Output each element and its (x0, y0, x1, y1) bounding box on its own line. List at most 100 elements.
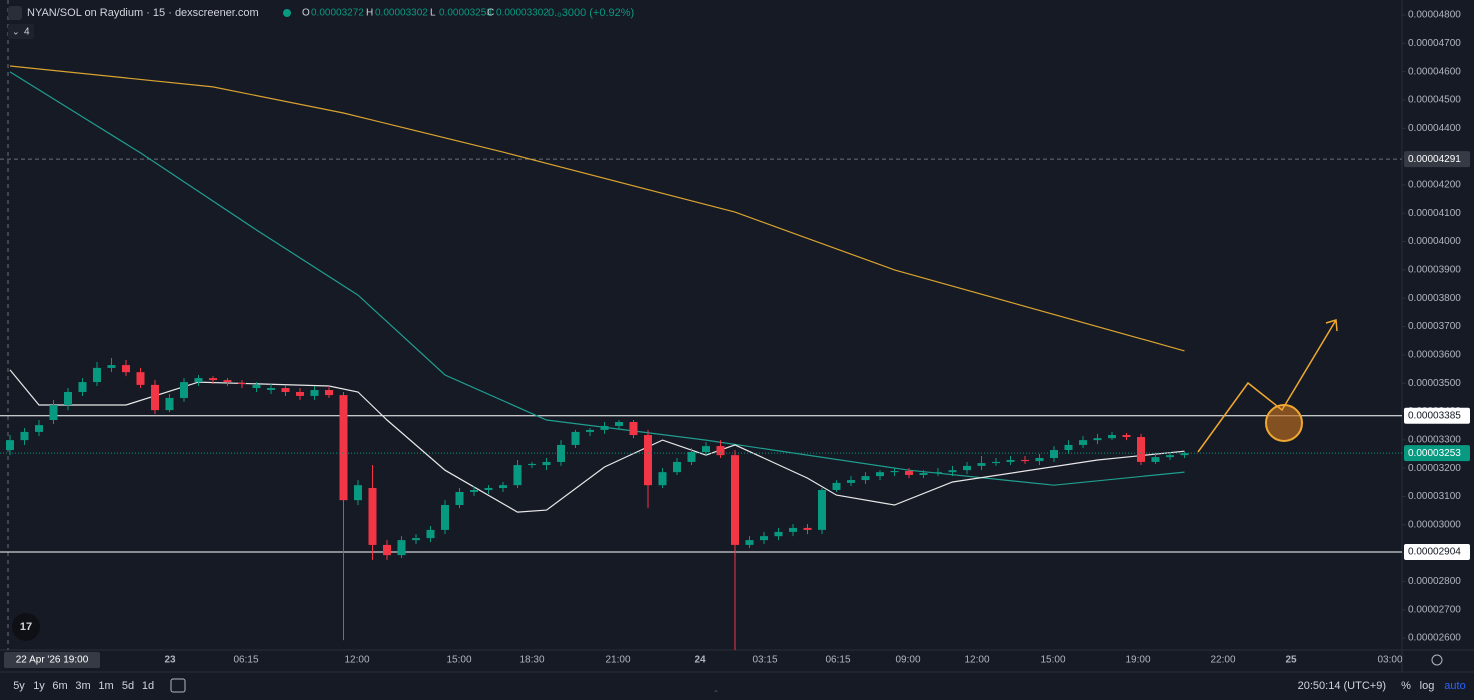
candle-body (1050, 450, 1058, 458)
candle-body (426, 529, 435, 539)
candle-body (354, 485, 362, 501)
last-price-tag (1404, 445, 1470, 462)
candle-body (615, 422, 623, 426)
scale-button[interactable]: % (1401, 680, 1411, 692)
candle-body (93, 367, 101, 383)
crosshair-time-tag (4, 652, 100, 668)
candle-body (876, 472, 884, 477)
candle-body (644, 435, 652, 486)
candle-body (905, 471, 913, 475)
candle-body (252, 384, 261, 389)
candle-body (528, 463, 536, 466)
x-tick-label: 25 (1285, 655, 1297, 666)
scale-button[interactable]: auto (1444, 680, 1465, 692)
candle-body (412, 538, 420, 541)
plot (0, 65, 1402, 650)
tv-logo (12, 613, 40, 641)
annotation-arrow (1197, 319, 1338, 453)
range-button[interactable]: 5d (122, 680, 134, 692)
candle-body (1093, 438, 1102, 441)
x-tick-label: 06:15 (825, 655, 850, 666)
settings-icon[interactable] (1431, 654, 1443, 666)
calendar-icon[interactable] (170, 678, 186, 693)
x-tick-label: 12:00 (344, 655, 369, 666)
indicator-toggle[interactable] (8, 24, 34, 39)
price-line-label: 0.00004291 (1408, 154, 1461, 165)
candle-body (1021, 459, 1029, 462)
scale-button[interactable]: log (1420, 680, 1435, 692)
y-tick-label: 0.00003000 (1408, 519, 1461, 530)
y-tick-label: 0.00002600 (1408, 633, 1461, 644)
y-tick-label: 0.00003800 (1408, 293, 1461, 304)
collapse-handle[interactable]: ⌃ (713, 689, 720, 698)
y-tick-label: 0.00003500 (1408, 378, 1461, 389)
y-tick-label: 0.00004700 (1408, 38, 1461, 49)
symbol-icon (8, 6, 22, 20)
candle-body (1079, 440, 1087, 445)
candle-body (890, 471, 899, 473)
indicator-chevron: ⌄ (12, 26, 20, 36)
candle-body (484, 487, 493, 490)
candle-body (687, 452, 696, 462)
x-tick-label: 19:00 (1125, 655, 1150, 666)
candle-body (223, 380, 232, 383)
x-tick-label: 15:00 (1040, 655, 1065, 666)
candle-body (716, 446, 725, 456)
candle-body (165, 397, 174, 411)
candle-body (992, 461, 1000, 464)
candle-body (310, 390, 319, 396)
moving-average (9, 65, 1185, 352)
candle-body (818, 489, 826, 530)
price-line-tag (1404, 544, 1470, 561)
candle-body (499, 485, 507, 488)
y-tick-label: 0.00002800 (1408, 576, 1461, 587)
range-button[interactable]: 3m (75, 680, 90, 692)
y-tick-label: 0.00004500 (1408, 95, 1461, 106)
range-button[interactable]: 1m (98, 680, 113, 692)
toolbar: 5y 1y 6m 3m 1m 5d 1d 20:50:14 (UTC+9)% log auto (13, 680, 1466, 692)
range-button[interactable]: 1d (142, 680, 154, 692)
candle-body (1006, 459, 1015, 462)
candle-body (542, 461, 551, 466)
y-tick-label: 0.00003700 (1408, 321, 1461, 332)
symbol-title: NYAN/SOL on Raydium · 15 · dexscreener.c… (27, 7, 259, 19)
candle-body (441, 504, 449, 530)
tv-logo-mark: 17 (20, 621, 32, 633)
candle-body (122, 365, 130, 373)
candle-body (513, 465, 522, 486)
range-button[interactable]: 5y (13, 680, 25, 692)
candle-body (194, 378, 203, 383)
candle-body (745, 540, 754, 545)
x-tick-label: 18:30 (519, 655, 544, 666)
y-tick-label: 0.00004000 (1408, 236, 1461, 247)
candle-body (760, 536, 768, 541)
candle-body (151, 384, 159, 411)
candle-body (368, 487, 377, 545)
candle-body (107, 365, 116, 368)
x-tick-label: 12:00 (964, 655, 989, 666)
y-tick-label: 0.00003900 (1408, 265, 1461, 276)
ohlc-key: C (487, 8, 494, 19)
price-line-tag (1404, 151, 1470, 168)
candle-body (6, 440, 14, 451)
y-tick-label: 0.00003100 (1408, 491, 1461, 502)
candle-body (600, 425, 609, 430)
candle-body (78, 382, 87, 392)
x-tick-label: 21:00 (605, 655, 630, 666)
range-button[interactable]: 6m (52, 680, 67, 692)
ohlc-value: 0.00003272 (311, 8, 364, 19)
x-tick-label: 03:15 (752, 655, 777, 666)
candle-body (586, 429, 594, 432)
x-tick-label: 22:00 (1210, 655, 1235, 666)
candle-body (296, 391, 304, 396)
candle-body (1108, 435, 1116, 439)
range-button[interactable]: 1y (33, 680, 45, 692)
candle-body (673, 461, 681, 473)
y-tick-label: 0.00004600 (1408, 66, 1461, 77)
candle-body (702, 446, 710, 453)
candle-body (267, 388, 275, 390)
ohlc-value: 0.00003253 (439, 8, 492, 19)
